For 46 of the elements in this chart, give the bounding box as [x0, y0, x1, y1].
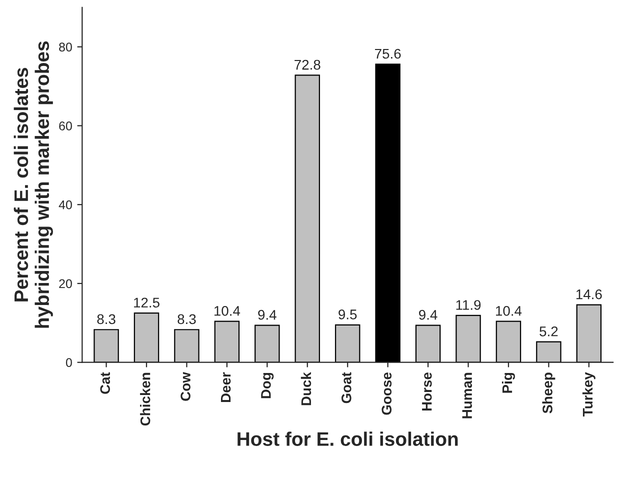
x-tick-label: Goat	[341, 372, 352, 404]
y-axis-title: Percent of E. coli isolates hybridizing with marker probes	[14, 41, 53, 328]
data-label: 5.2	[540, 326, 558, 336]
x-tick-label: Pig	[502, 373, 515, 393]
data-label: 9.4	[258, 310, 276, 320]
data-label: 72.8	[294, 60, 320, 70]
x-tick-label: Cow	[180, 372, 190, 401]
bar	[94, 329, 119, 362]
x-axis-title: Host for E. coli isolation	[238, 432, 458, 446]
x-tick-label: Chicken	[140, 372, 150, 426]
x-tick-label: Horse	[422, 372, 432, 411]
data-label: 10.4	[214, 306, 240, 316]
x-tick-label: Turkey	[582, 372, 596, 416]
bar	[496, 320, 522, 362]
data-label: 11.9	[456, 300, 481, 310]
x-tick-label: Deer	[220, 372, 231, 402]
y-tick-label: 60	[59, 122, 72, 130]
y-tick-label: 40	[58, 200, 72, 210]
x-tick-label: Human	[462, 372, 472, 418]
y-tick-label: 80	[59, 42, 72, 52]
data-label: 10.4	[496, 306, 522, 316]
bar	[576, 304, 602, 362]
x-tick-label: Dog	[261, 373, 274, 398]
x-tick-label: Goose	[382, 372, 392, 415]
bar	[375, 64, 400, 362]
bar	[294, 74, 320, 362]
bar	[334, 324, 360, 362]
data-label: 9.4	[419, 310, 438, 320]
bar	[174, 329, 200, 362]
bar	[456, 314, 481, 362]
data-label: 9.5	[338, 310, 357, 320]
x-tick-label: Sheep	[542, 372, 556, 414]
y-tick-label: 0	[66, 358, 72, 368]
bar	[134, 312, 160, 362]
x-tick-label: Duck	[300, 372, 312, 406]
bar	[254, 324, 280, 362]
data-label: 75.6	[375, 48, 401, 59]
y-tick-label: 20	[59, 279, 72, 288]
data-label: 8.3	[97, 314, 116, 324]
bar	[214, 320, 240, 362]
bar	[415, 324, 441, 362]
x-tick-label: Cat	[100, 372, 110, 394]
data-label: 14.6	[576, 289, 602, 300]
data-label: 8.3	[178, 314, 196, 324]
data-label: 12.5	[134, 298, 160, 308]
bar	[536, 341, 562, 362]
